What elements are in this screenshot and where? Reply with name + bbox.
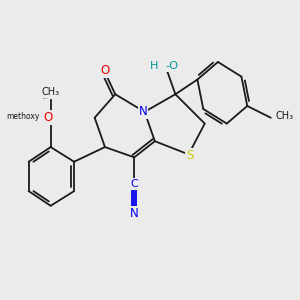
Text: CH₃: CH₃ — [275, 111, 293, 121]
Text: CH₃: CH₃ — [42, 87, 60, 97]
Text: O: O — [43, 111, 52, 124]
Text: O: O — [100, 64, 110, 77]
Text: methoxy: methoxy — [43, 98, 50, 99]
Text: S: S — [186, 149, 194, 162]
Text: H: H — [149, 61, 158, 71]
Text: -O: -O — [165, 61, 178, 71]
Text: N: N — [130, 207, 139, 220]
Text: methoxy: methoxy — [6, 112, 40, 121]
Text: C: C — [130, 179, 138, 189]
Text: N: N — [139, 105, 148, 118]
